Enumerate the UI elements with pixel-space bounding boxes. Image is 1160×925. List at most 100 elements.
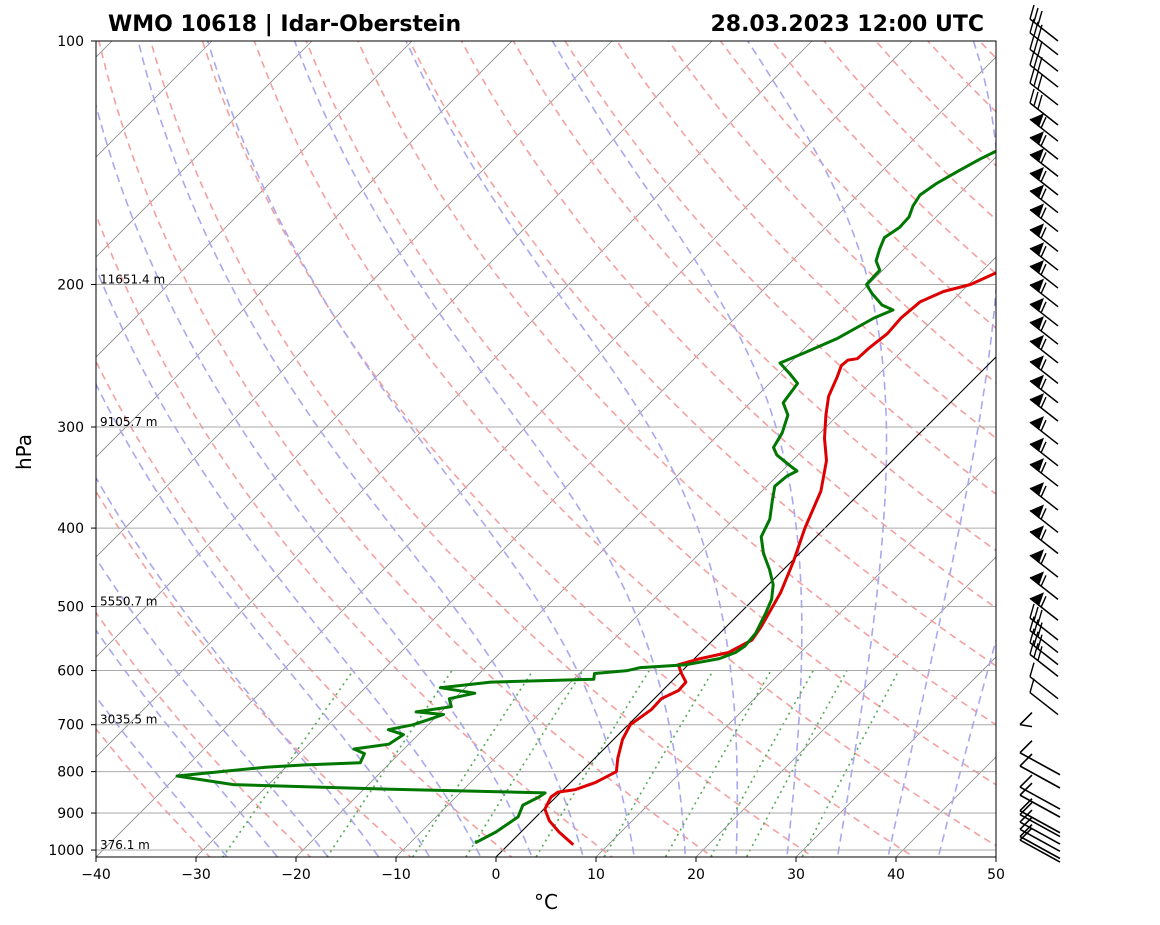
chart-title-station: WMO 10618 | Idar-Oberstein bbox=[108, 12, 461, 37]
y-axis-ticks: 1000 900 800 700 600 500 400 300 200 100 bbox=[48, 34, 96, 859]
isotherm-line bbox=[595, 456, 996, 857]
dry-adiabat-line bbox=[305, 41, 996, 786]
wind-barb-feather bbox=[1040, 263, 1047, 276]
wind-barb-pennant bbox=[1030, 482, 1044, 497]
isotherm-line bbox=[96, 41, 313, 258]
wind-barb bbox=[1029, 458, 1059, 487]
wind-barb-flag bbox=[1019, 774, 1033, 788]
dry-adiabat-line bbox=[564, 41, 996, 496]
wind-barb bbox=[1029, 355, 1059, 385]
wind-barb bbox=[1029, 131, 1059, 160]
moist-adiabat-line bbox=[937, 637, 996, 857]
wind-barb-pennant bbox=[1030, 355, 1044, 370]
wind-barb-shaft bbox=[1029, 676, 1059, 700]
y-tick-label: 600 bbox=[57, 664, 84, 680]
dry-adiabat-line bbox=[96, 611, 312, 857]
wind-barb-pennant bbox=[1030, 416, 1044, 431]
wind-barb bbox=[1029, 525, 1059, 555]
wind-barb bbox=[1029, 203, 1059, 233]
wind-barb-feather bbox=[1037, 74, 1043, 90]
wind-barb bbox=[1029, 68, 1059, 106]
x-tick-label: 10 bbox=[587, 867, 605, 883]
wind-barb bbox=[1029, 50, 1059, 88]
wind-barb bbox=[1029, 148, 1059, 177]
wind-barb bbox=[1029, 393, 1059, 422]
y-tick-label: 100 bbox=[57, 34, 84, 50]
isotherm-line bbox=[695, 556, 996, 857]
wind-barb-pennant bbox=[1030, 242, 1044, 257]
wind-barb-pennant bbox=[1030, 223, 1044, 238]
pressure-gridlines bbox=[96, 40, 996, 851]
dry-adiabat-line bbox=[96, 489, 413, 857]
y-tick-label: 700 bbox=[57, 718, 84, 734]
wind-barb-feather bbox=[1029, 603, 1035, 619]
wind-barb bbox=[1029, 223, 1059, 252]
wind-barb-feather bbox=[1040, 508, 1047, 520]
wind-barb-feather bbox=[1040, 396, 1047, 409]
wind-barb bbox=[1029, 88, 1059, 126]
isotherm-line bbox=[96, 41, 813, 758]
wind-barb bbox=[1019, 823, 1061, 860]
wind-barb-pennant bbox=[1030, 278, 1044, 293]
y-axis-label: hPa bbox=[12, 434, 36, 470]
x-tick-label: 20 bbox=[687, 867, 705, 883]
wind-barb bbox=[1029, 678, 1059, 716]
wind-barb-shaft bbox=[1019, 765, 1061, 789]
wind-barb-shaft bbox=[1029, 64, 1059, 88]
wind-barb-shaft bbox=[1019, 835, 1061, 860]
sounding-series bbox=[175, 149, 996, 846]
wind-barb bbox=[1029, 242, 1059, 271]
x-tick-label: 0 bbox=[492, 867, 501, 883]
wind-barb bbox=[1019, 712, 1033, 728]
wind-barb-feather bbox=[1040, 170, 1047, 183]
wind-barb-feather bbox=[1037, 94, 1043, 110]
mixing-ratio-line bbox=[801, 670, 900, 857]
wind-barb-flag bbox=[1019, 740, 1033, 754]
wind-barb-pennant bbox=[1030, 131, 1044, 146]
zero-isotherm-line bbox=[495, 356, 996, 857]
wind-barb-feather bbox=[1040, 245, 1047, 258]
wind-barb-feather bbox=[1040, 419, 1047, 432]
wind-barb bbox=[1029, 416, 1059, 445]
y-tick-label: 300 bbox=[57, 420, 84, 436]
x-tick-label: −10 bbox=[381, 867, 411, 883]
wind-barb-shaft bbox=[1019, 723, 1033, 728]
wind-barb-pennant bbox=[1030, 297, 1044, 312]
wind-barb-feather bbox=[1040, 227, 1047, 239]
x-tick-label: −20 bbox=[281, 867, 311, 883]
wind-barb bbox=[1029, 616, 1059, 654]
mixing-ratio-line bbox=[603, 670, 714, 857]
wind-barb-feather bbox=[1040, 378, 1047, 391]
wind-barb-flag bbox=[1019, 753, 1033, 767]
wind-barb bbox=[1029, 297, 1059, 327]
height-label: 5550.7 m bbox=[100, 594, 158, 608]
wind-barb-feather bbox=[1040, 485, 1047, 498]
x-axis-label: °C bbox=[534, 890, 558, 914]
wind-barb bbox=[1029, 316, 1059, 345]
mixing-ratio-line bbox=[709, 670, 814, 857]
wind-barb bbox=[1029, 278, 1059, 308]
wind-barb-feather bbox=[1040, 319, 1047, 332]
wind-barb-shaft bbox=[1029, 629, 1059, 654]
y-tick-label: 800 bbox=[57, 765, 84, 781]
wind-barb-feather bbox=[1040, 301, 1047, 314]
mixing-ratio-line bbox=[664, 670, 772, 857]
wind-barb-flag bbox=[1019, 809, 1033, 823]
moist-adiabat-line bbox=[96, 476, 380, 857]
wind-barb bbox=[1029, 35, 1059, 72]
isotherm-line bbox=[96, 41, 713, 658]
y-tick-label: 400 bbox=[57, 521, 84, 537]
moist-adiabat-line bbox=[96, 266, 482, 857]
y-tick-label: 500 bbox=[57, 599, 84, 615]
wind-barb-feather bbox=[1040, 595, 1047, 608]
wind-barb-feather bbox=[1029, 628, 1035, 643]
wind-barb-shaft bbox=[1029, 653, 1059, 677]
wind-barb-shaft bbox=[1029, 691, 1059, 716]
isotherm-line bbox=[395, 256, 996, 857]
x-tick-label: −40 bbox=[81, 867, 111, 883]
wind-barb-feather bbox=[1040, 152, 1047, 164]
isotherm-line bbox=[96, 41, 413, 358]
wind-barb bbox=[1029, 549, 1059, 578]
wind-barb-pennant bbox=[1030, 393, 1044, 408]
